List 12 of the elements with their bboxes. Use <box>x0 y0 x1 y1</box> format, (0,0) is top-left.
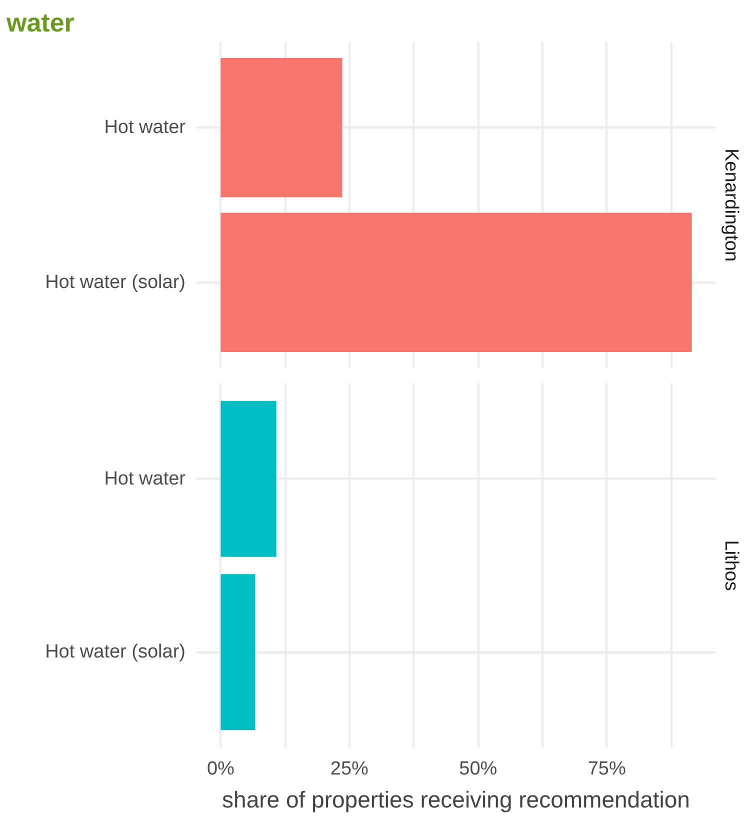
y-tick-label: Hot water (solar) <box>45 642 186 663</box>
y-tick-label: Hot water (solar) <box>45 272 186 293</box>
text: Kenardington <box>720 148 742 262</box>
chart-title: water <box>6 8 74 38</box>
x-tick-label: 50% <box>459 758 498 780</box>
text: Lithos <box>720 540 742 591</box>
x-tick-label: 75% <box>588 758 626 780</box>
y-tick-label: Hot water <box>104 117 186 138</box>
x-axis-title: share of properties receiving recommendation <box>222 786 690 812</box>
y-tick-label: Hot water <box>104 468 186 490</box>
x-tick-label: 0% <box>206 758 235 780</box>
x-tick-label: 25% <box>330 758 369 780</box>
